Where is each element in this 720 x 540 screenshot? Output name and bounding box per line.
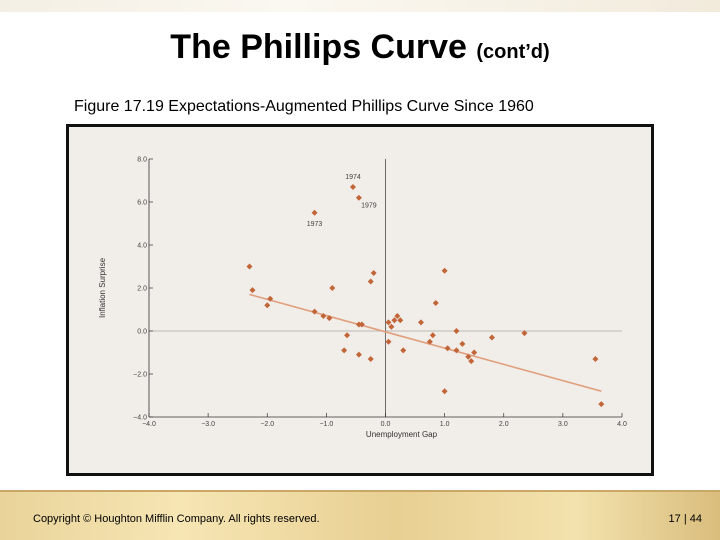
x-tick-label: −3.0 [201,421,215,428]
data-point [444,345,451,352]
data-point [355,351,362,358]
footer-banner: Copyright © Houghton Mifflin Company. Al… [0,490,720,540]
x-tick-label: 0.0 [381,421,391,428]
data-point [320,312,327,319]
data-point [264,302,271,309]
figure-frame: −4.0 −3.0 −2.0 −1.0 0.0 1.0 2.0 3.0 4.0 −4.0 −2.0 0… [66,124,654,476]
data-point [453,328,460,334]
data-point [370,269,377,276]
data-point [426,338,433,345]
year-annotation: 1974 [345,174,361,181]
data-point [429,332,436,339]
data-point [598,401,605,408]
data-point [417,319,424,326]
data-point [367,278,374,285]
data-point [432,300,439,307]
data-point [468,358,475,365]
data-point [441,267,448,274]
x-axis-label: Unemployment Gap [366,430,438,439]
x-tick-label: 1.0 [440,421,450,428]
data-point [488,334,495,341]
page-number: 17 | 44 [668,513,702,525]
scatter-chart: −4.0 −3.0 −2.0 −1.0 0.0 1.0 2.0 3.0 4.0 −4.0 −2.0 0… [98,157,627,440]
footer-divider [0,490,720,492]
data-point [391,317,398,324]
data-point [349,183,356,190]
y-axis-label: Inflation Surprise [98,257,107,318]
data-point [394,312,401,319]
x-tick-label: −1.0 [319,421,333,428]
x-tick-label: −4.0 [142,421,156,428]
data-point [453,347,460,354]
top-decor-strip [0,0,720,12]
trend-line [249,293,602,392]
figure-caption: Figure 17.19 Expectations-Augmented Phil… [74,98,534,115]
data-point [326,315,333,322]
data-point [400,347,407,354]
y-tick-label: 4.0 [137,243,147,250]
data-point [246,263,253,270]
y-tick-label: 8.0 [137,157,147,164]
data-point [471,349,478,356]
slide-title-main: The Phillips Curve [170,28,467,66]
x-tick-label: 4.0 [617,421,627,428]
slide-title-suffix: (cont’d) [476,41,550,63]
data-point [311,308,318,315]
data-point [385,319,392,326]
x-tick-label: −2.0 [260,421,274,428]
data-point [311,209,318,216]
data-point [341,347,348,354]
data-point [465,353,472,360]
chart-area: −4.0 −3.0 −2.0 −1.0 0.0 1.0 2.0 3.0 4.0 −4.0 −2.0 0… [69,127,651,473]
data-point [388,323,395,330]
year-annotation: 1973 [307,221,323,228]
x-tick-label: 3.0 [558,421,568,428]
data-point [249,287,256,294]
x-tick-label: 2.0 [499,421,509,428]
y-tick-label: −4.0 [133,415,147,422]
data-point [459,340,466,347]
data-point [385,338,392,345]
data-point [355,194,362,201]
y-tick-label: 6.0 [137,200,147,207]
data-point [358,321,365,328]
data-point [329,285,336,291]
data-point [367,355,374,362]
y-tick-label: 0.0 [137,329,147,336]
data-point [521,330,528,337]
data-point [441,388,448,395]
copyright-notice: Copyright © Houghton Mifflin Company. Al… [33,513,320,525]
data-point [267,295,274,302]
y-tick-label: 2.0 [137,286,147,293]
y-tick-label: −2.0 [133,372,147,379]
year-annotation: 1979 [361,203,377,210]
data-point [344,332,351,339]
data-point [397,317,404,324]
data-point [592,355,599,362]
slide-title: The Phillips Curve (cont’d) [0,28,720,67]
